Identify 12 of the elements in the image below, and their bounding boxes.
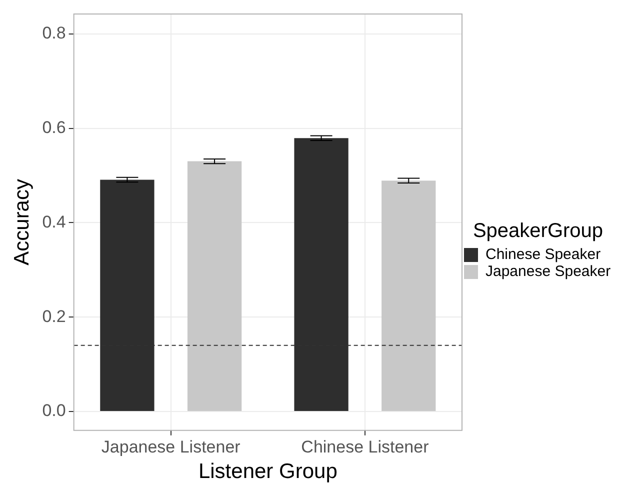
y-tick-label: 0.0 bbox=[42, 401, 66, 420]
legend-label: Chinese Speaker bbox=[486, 246, 601, 264]
x-tick-label: Chinese Listener bbox=[301, 437, 430, 456]
legend-label: Japanese Speaker bbox=[486, 263, 611, 280]
y-tick-label: 0.8 bbox=[42, 24, 66, 43]
y-tick-label: 0.6 bbox=[42, 118, 66, 137]
y-tick-label: 0.4 bbox=[42, 212, 66, 232]
x-tick-label: Japanese Listener bbox=[101, 437, 241, 456]
legend-title: SpeakerGroup bbox=[472, 220, 604, 242]
y-tick-label: 0.2 bbox=[42, 306, 66, 326]
x-axis-title: Listener Group bbox=[198, 460, 338, 484]
y-axis-title: Accuracy bbox=[10, 178, 34, 266]
